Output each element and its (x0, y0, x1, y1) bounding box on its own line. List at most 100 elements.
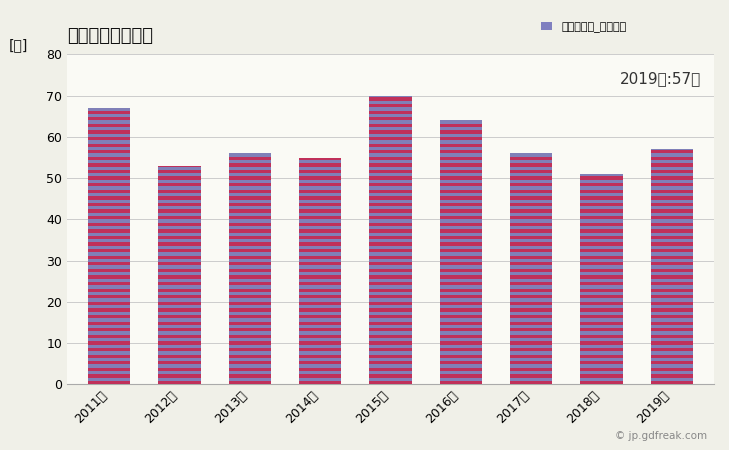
Bar (440, 196, 482, 199)
Bar (370, 252, 412, 256)
Bar (580, 335, 623, 338)
Bar (158, 166, 200, 170)
Bar (299, 166, 341, 170)
Bar (229, 196, 271, 199)
Bar (229, 193, 271, 196)
Bar (440, 266, 482, 269)
Bar (370, 209, 412, 213)
Bar (651, 358, 693, 361)
Bar (158, 332, 200, 335)
Bar (510, 298, 553, 302)
Bar (510, 295, 553, 298)
Bar (88, 229, 130, 233)
Bar (299, 378, 341, 381)
Bar (299, 186, 341, 189)
Bar (229, 170, 271, 173)
Bar (229, 189, 271, 193)
Bar (510, 193, 553, 196)
Bar (580, 236, 623, 239)
Bar (370, 266, 412, 269)
Bar (580, 233, 623, 236)
Bar (88, 351, 130, 355)
Bar (158, 196, 200, 199)
Bar (651, 322, 693, 325)
Bar (510, 239, 553, 243)
Bar (440, 206, 482, 209)
Bar (299, 295, 341, 298)
Bar (370, 256, 412, 259)
Bar (299, 368, 341, 371)
Bar (370, 127, 412, 130)
Bar (299, 252, 341, 256)
Bar (651, 332, 693, 335)
Bar (88, 199, 130, 203)
Bar (370, 262, 412, 265)
Bar (88, 361, 130, 365)
Bar (651, 335, 693, 338)
Bar (88, 186, 130, 189)
Bar (580, 312, 623, 315)
Bar (370, 285, 412, 288)
Bar (158, 295, 200, 298)
Bar (370, 101, 412, 104)
Bar (88, 378, 130, 381)
Bar (88, 226, 130, 229)
Bar (370, 150, 412, 153)
Bar (158, 285, 200, 288)
Bar (580, 364, 623, 368)
Bar (651, 259, 693, 262)
Bar (651, 374, 693, 378)
Bar (299, 216, 341, 219)
Bar (510, 292, 553, 295)
Bar (370, 163, 412, 166)
Bar (158, 292, 200, 295)
Bar (88, 176, 130, 180)
Bar (158, 298, 200, 302)
Bar (651, 213, 693, 216)
Bar (299, 285, 341, 288)
Bar (229, 203, 271, 206)
Bar (580, 325, 623, 328)
Bar (651, 292, 693, 295)
Bar (440, 269, 482, 272)
Bar (299, 351, 341, 355)
Bar (158, 233, 200, 236)
Bar (580, 229, 623, 233)
Bar (229, 153, 271, 157)
Bar (651, 256, 693, 259)
Bar (440, 332, 482, 335)
Bar (440, 134, 482, 137)
Bar (229, 325, 271, 328)
Bar (651, 351, 693, 355)
Bar (510, 180, 553, 183)
Bar (580, 315, 623, 318)
Text: 建築物総数の推移: 建築物総数の推移 (67, 27, 153, 45)
Bar (651, 157, 693, 160)
Bar (88, 249, 130, 252)
Bar (510, 315, 553, 318)
Bar (440, 348, 482, 351)
Bar (299, 364, 341, 368)
Bar (158, 272, 200, 275)
Bar (229, 216, 271, 219)
Bar (651, 166, 693, 170)
Bar (510, 183, 553, 186)
Bar (370, 203, 412, 206)
Bar (440, 236, 482, 239)
Bar (299, 199, 341, 203)
Bar (88, 147, 130, 150)
Bar (370, 355, 412, 358)
Bar (299, 288, 341, 292)
Bar (510, 157, 553, 160)
Bar (299, 249, 341, 252)
Bar (229, 345, 271, 348)
Bar (299, 193, 341, 196)
Bar (440, 335, 482, 338)
Bar (580, 252, 623, 256)
Bar (510, 163, 553, 166)
Bar (158, 256, 200, 259)
Bar (370, 332, 412, 335)
Bar (158, 325, 200, 328)
Bar (580, 342, 623, 345)
Bar (299, 332, 341, 335)
